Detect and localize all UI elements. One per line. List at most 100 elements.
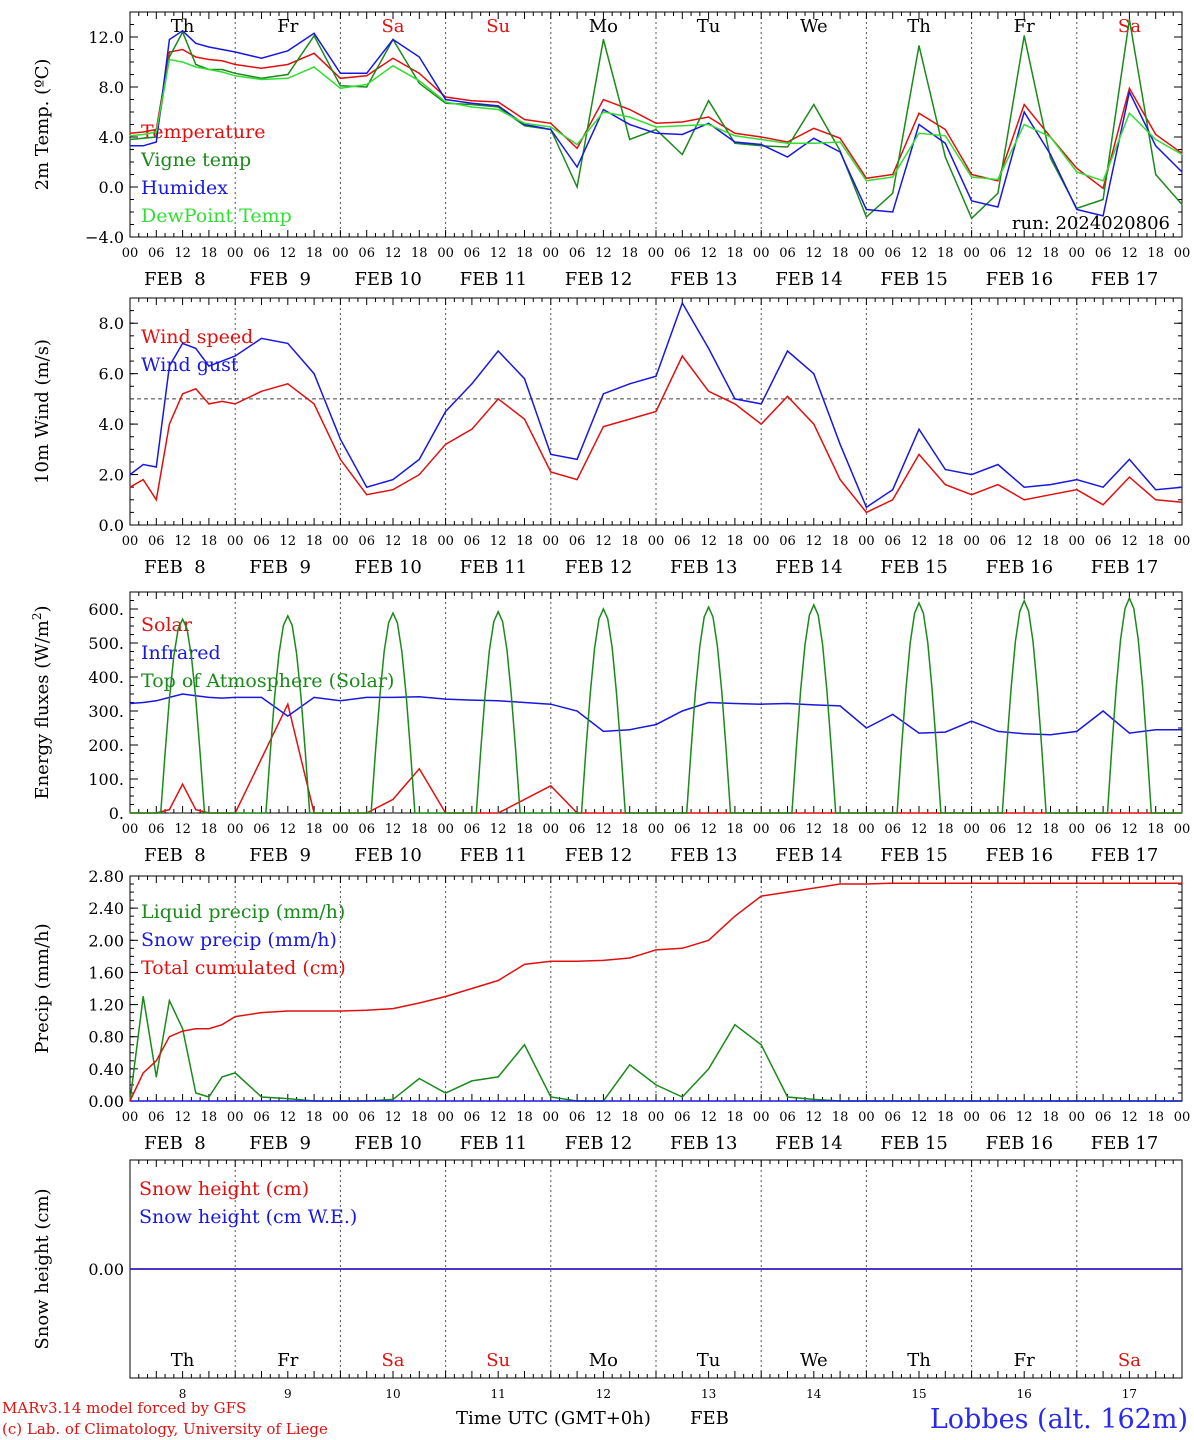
data-point xyxy=(195,809,197,811)
x-date-label: FEB 15 xyxy=(880,845,947,866)
data-point xyxy=(234,63,236,66)
x-date-label: FEB 10 xyxy=(354,845,421,866)
data-point xyxy=(602,108,605,111)
data-point xyxy=(208,696,210,699)
y-tick-label: 2.0 xyxy=(99,466,124,485)
data-point xyxy=(366,83,368,86)
data-point xyxy=(1128,91,1130,93)
x-date-label: FEB 12 xyxy=(565,269,632,290)
data-point xyxy=(1155,1100,1157,1102)
data-point xyxy=(629,957,631,959)
data-point xyxy=(168,1036,171,1038)
data-point xyxy=(418,458,420,461)
data-point xyxy=(366,486,368,488)
x-date-label: FEB 13 xyxy=(670,269,737,290)
x-hour-label: 12 xyxy=(1121,534,1138,549)
data-point xyxy=(182,1100,184,1102)
x-hour-label: 06 xyxy=(990,1110,1007,1125)
data-point xyxy=(786,1096,789,1098)
y-tick-label: 1.20 xyxy=(88,996,124,1015)
data-point xyxy=(1049,1100,1052,1102)
x-hour-label: 06 xyxy=(990,822,1007,837)
data-point xyxy=(445,98,447,101)
data-point xyxy=(1181,203,1183,206)
data-point xyxy=(208,403,210,405)
data-point xyxy=(708,347,710,350)
data-point xyxy=(971,217,973,219)
data-point xyxy=(234,51,236,53)
data-point xyxy=(234,1072,236,1074)
y-tick-label: 0.00 xyxy=(88,1260,124,1279)
data-point xyxy=(339,700,341,702)
x-hour-label: 18 xyxy=(832,246,849,261)
data-point xyxy=(260,812,263,814)
data-point xyxy=(839,705,841,707)
x-date-label: FEB 11 xyxy=(460,557,527,578)
data-point xyxy=(129,812,131,814)
data-point xyxy=(339,1100,341,1102)
data-point xyxy=(1181,153,1183,156)
data-point xyxy=(182,1030,184,1032)
data-point xyxy=(576,166,578,168)
x-hour-label: 00 xyxy=(858,246,875,261)
x-hour-label: 06 xyxy=(674,534,691,549)
day-number-label: 9 xyxy=(284,1387,292,1401)
x-hour-label: 12 xyxy=(174,1110,191,1125)
y-tick-label: 2.40 xyxy=(88,899,124,918)
data-point xyxy=(418,72,420,74)
data-point xyxy=(708,1100,710,1102)
data-point xyxy=(760,1100,762,1102)
data-point xyxy=(813,373,815,375)
data-point xyxy=(1102,504,1104,506)
data-point xyxy=(366,1100,368,1102)
x-hour-label: 18 xyxy=(1147,534,1164,549)
data-point xyxy=(260,1096,263,1098)
legend-entry: Wind gust xyxy=(141,354,239,376)
data-point xyxy=(1049,157,1052,159)
x-date-label: FEB 12 xyxy=(565,845,632,866)
x-hour-label: 12 xyxy=(1121,246,1138,261)
x-hour-label: 12 xyxy=(595,534,612,549)
x-hour-label: 12 xyxy=(911,1110,928,1125)
data-point xyxy=(221,360,223,362)
x-hour-label: 18 xyxy=(201,534,218,549)
data-point xyxy=(839,883,841,885)
data-point xyxy=(366,72,368,74)
data-point xyxy=(155,1076,157,1078)
data-point xyxy=(142,479,144,481)
data-point xyxy=(892,176,894,178)
x-hour-label: 12 xyxy=(595,246,612,261)
x-hour-label: 00 xyxy=(963,822,980,837)
data-point xyxy=(1049,136,1052,138)
x-hour-label: 12 xyxy=(280,534,297,549)
y-tick-label: 2.80 xyxy=(88,867,124,886)
legend-entry: Top of Atmosphere (Solar) xyxy=(141,670,394,692)
x-hour-label: 06 xyxy=(779,534,796,549)
data-point xyxy=(445,1100,447,1102)
y-tick-label: 12.0 xyxy=(88,28,124,47)
x-hour-label: 06 xyxy=(253,534,270,549)
data-point xyxy=(1128,882,1130,884)
x-hour-label: 12 xyxy=(911,246,928,261)
data-point xyxy=(168,365,171,367)
data-point xyxy=(1155,133,1157,136)
x-hour-label: 18 xyxy=(937,246,954,261)
data-point xyxy=(839,443,841,445)
x-hour-label: 12 xyxy=(806,822,823,837)
x-hour-label: 06 xyxy=(464,534,481,549)
data-point xyxy=(944,468,946,471)
data-point xyxy=(1076,208,1078,211)
data-point xyxy=(497,812,499,814)
data-point xyxy=(168,51,171,53)
data-point xyxy=(944,812,946,814)
data-point xyxy=(418,812,420,814)
data-point xyxy=(786,812,789,814)
data-point xyxy=(734,702,736,705)
y-tick-label: 100. xyxy=(88,770,124,789)
lab-credit: (c) Lab. of Climatology, University of L… xyxy=(2,1420,328,1438)
data-point xyxy=(892,812,894,814)
data-point xyxy=(865,208,868,211)
data-point xyxy=(418,1077,420,1080)
x-hour-label: 06 xyxy=(253,1110,270,1125)
x-hour-label: 18 xyxy=(621,246,638,261)
